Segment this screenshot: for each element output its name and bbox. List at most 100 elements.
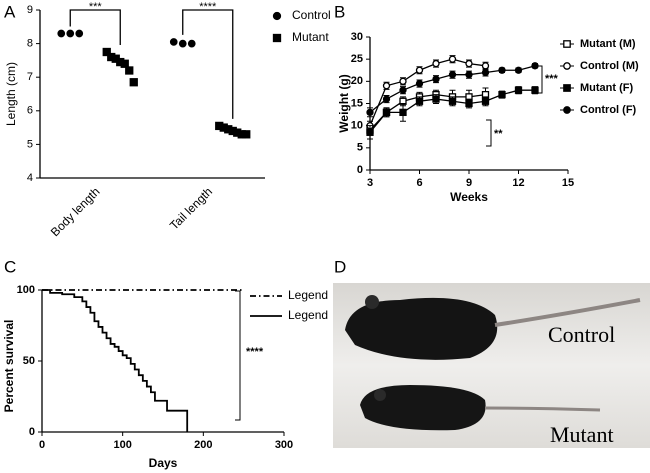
significance-bracket (537, 65, 543, 94)
marker (514, 86, 523, 94)
marker (448, 71, 457, 79)
x-tick-label: 15 (562, 177, 574, 189)
legend-label: Mutant (292, 30, 329, 44)
legend-label: Mutant (M) (580, 38, 636, 50)
marker (399, 77, 407, 85)
y-tick-label: 25 (351, 53, 363, 65)
y-axis-title: Length (cm) (4, 62, 18, 126)
marker (465, 59, 473, 68)
panel-label: B (334, 2, 345, 21)
marker (129, 78, 138, 87)
marker (415, 79, 424, 88)
legend-label: Control (292, 8, 331, 22)
marker (498, 90, 506, 99)
significance-bracket (486, 119, 492, 147)
x-tick-label: Tail length (167, 184, 215, 232)
marker (514, 66, 523, 74)
marker (75, 29, 84, 38)
marker (169, 38, 178, 46)
panel-label: A (4, 2, 16, 21)
y-tick-label: 0 (29, 426, 35, 438)
marker (432, 95, 440, 103)
annotation: **** (199, 1, 217, 13)
annotation: **** (246, 346, 264, 358)
marker (382, 95, 391, 103)
marker (432, 59, 440, 68)
y-tick-label: 7 (27, 71, 33, 83)
y-tick-label: 15 (351, 97, 363, 109)
y-tick-label: 4 (27, 172, 33, 184)
marker (415, 66, 424, 74)
marker (448, 55, 457, 63)
marker (272, 33, 282, 43)
legend-label: Control (F) (580, 104, 637, 116)
x-tick-label: 3 (367, 177, 373, 189)
photo: Control Mutant (333, 283, 650, 448)
marker (272, 11, 282, 21)
y-tick-label: 0 (357, 164, 363, 176)
marker (563, 40, 571, 48)
photo-label: Control (548, 322, 615, 347)
significance-bracket (235, 290, 241, 421)
x-tick-label: 6 (416, 177, 422, 189)
y-tick-label: 30 (351, 31, 363, 43)
y-axis-title: Weight (g) (337, 74, 351, 132)
marker (448, 97, 457, 105)
y-tick-label: 10 (351, 120, 363, 132)
survival-curve (42, 289, 189, 432)
marker (415, 97, 424, 105)
marker (481, 68, 490, 77)
marker (57, 29, 66, 38)
y-tick-label: 100 (17, 284, 35, 296)
marker (382, 108, 391, 117)
marker (242, 130, 251, 139)
legend-label: Mutant (F) (580, 82, 633, 94)
significance-bracket (182, 9, 234, 119)
y-tick-label: 5 (357, 142, 363, 154)
y-tick-label: 8 (27, 38, 33, 50)
marker (125, 66, 134, 75)
marker (66, 29, 75, 38)
annotation: *** (545, 73, 559, 85)
x-tick-label: 200 (194, 439, 212, 451)
annotation: ** (494, 128, 503, 140)
marker (481, 97, 490, 105)
marker (382, 82, 391, 90)
marker (102, 47, 111, 57)
marker (120, 59, 129, 68)
x-tick-label: Body length (48, 184, 103, 239)
x-axis-title: Days (149, 456, 178, 470)
legend-label: Legend (288, 308, 328, 322)
marker (563, 84, 571, 92)
marker (366, 128, 374, 136)
photo-label: Mutant (550, 422, 614, 447)
marker (563, 62, 571, 70)
marker (399, 108, 407, 117)
y-tick-label: 9 (27, 4, 33, 16)
y-tick-label: 20 (351, 75, 363, 87)
marker (531, 86, 539, 94)
marker (563, 106, 571, 114)
marker (465, 71, 473, 79)
y-tick-label: 5 (27, 138, 33, 150)
x-tick-label: 9 (466, 177, 472, 189)
marker (366, 108, 374, 117)
x-tick-label: 12 (512, 177, 524, 189)
legend-label: Legend (288, 288, 328, 302)
panel-label: D (334, 257, 346, 276)
x-tick-label: 300 (275, 439, 293, 451)
y-tick-label: 6 (27, 105, 33, 117)
significance-bracket (69, 9, 121, 45)
marker (399, 86, 407, 94)
marker (481, 62, 490, 70)
marker (178, 39, 187, 48)
x-tick-label: 0 (39, 439, 45, 451)
annotation: *** (89, 1, 103, 13)
marker (498, 66, 506, 74)
panel-label: C (4, 257, 16, 276)
x-tick-label: 100 (113, 439, 131, 451)
marker (432, 75, 440, 83)
x-axis-title: Weeks (450, 190, 488, 204)
marker (465, 99, 473, 108)
